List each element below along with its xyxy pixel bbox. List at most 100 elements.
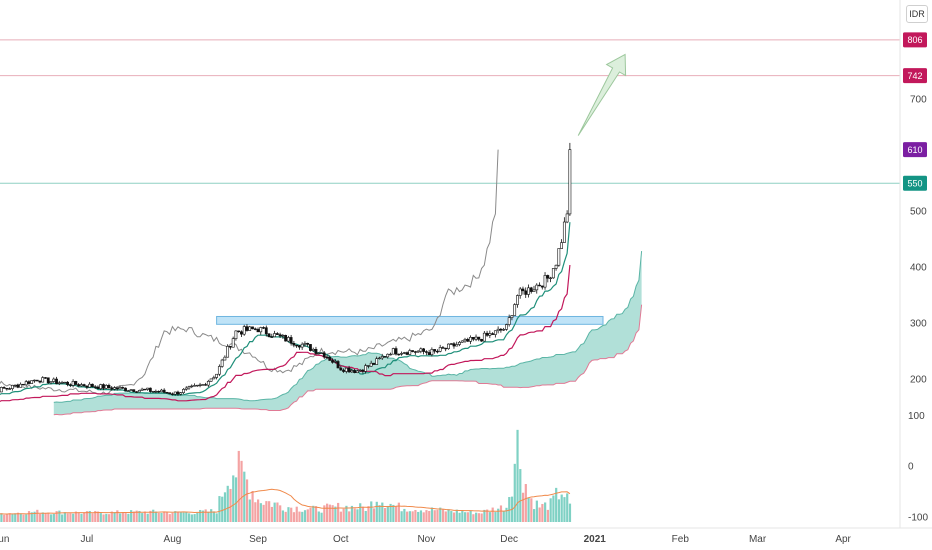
volume-bar — [22, 514, 25, 522]
volume-bar — [411, 511, 414, 522]
candle-body — [364, 365, 368, 372]
candle-body — [336, 361, 340, 369]
candle-body — [469, 337, 472, 342]
volume-bar — [248, 499, 251, 522]
volume-bar — [138, 510, 141, 522]
candle-body — [452, 343, 456, 347]
volume-bar — [568, 503, 572, 522]
candle-body — [55, 378, 58, 384]
candle-body — [516, 295, 519, 305]
candle-body — [358, 369, 362, 372]
candle-body — [253, 328, 257, 330]
volume-bar — [348, 511, 351, 522]
candle-body — [79, 384, 83, 387]
candle-body — [30, 380, 34, 384]
volume-bar — [276, 502, 279, 522]
candle-body — [49, 381, 53, 384]
volume-bar — [519, 469, 522, 522]
volume-bar — [535, 500, 538, 522]
volume-bar — [157, 512, 160, 522]
volume-bar — [196, 512, 199, 522]
candle-body — [124, 387, 127, 392]
candle-body — [44, 377, 47, 379]
volume-bar — [499, 505, 503, 522]
volume-bar — [364, 510, 367, 522]
volume-bar — [552, 495, 555, 522]
volume-bar — [171, 512, 174, 522]
candle-body — [173, 391, 177, 395]
candle-body — [422, 348, 426, 352]
volume-bar — [110, 511, 113, 522]
candle-body — [82, 384, 86, 387]
volume-bar — [273, 502, 276, 522]
candle-body — [502, 329, 506, 331]
candle-body — [143, 388, 147, 391]
candle-body — [342, 369, 345, 372]
candle-body — [201, 384, 205, 386]
candle-body — [306, 342, 310, 345]
candle-body — [245, 326, 249, 331]
candle-body — [568, 149, 572, 215]
volume-bar — [461, 511, 464, 522]
candle-body — [137, 390, 141, 393]
candle-body — [300, 343, 304, 348]
candle-body — [333, 361, 337, 363]
currency-label[interactable]: IDR — [906, 5, 928, 23]
candle-body — [107, 385, 111, 389]
candle-body — [344, 367, 348, 372]
volume-bar — [91, 513, 94, 522]
volume-bar — [168, 514, 171, 522]
candle-body — [231, 338, 235, 348]
volume-bar — [257, 499, 260, 522]
candle-body — [331, 360, 334, 363]
volume-bar — [527, 497, 530, 522]
candle-body — [176, 391, 180, 395]
price-axis: 200 300 400 500 700 — [910, 95, 927, 386]
candle-body — [389, 353, 392, 356]
volume-bar — [494, 512, 497, 522]
volume-bar — [334, 506, 337, 522]
price-badge — [903, 32, 927, 48]
volume-bar — [375, 501, 378, 522]
target-arrow-shape — [577, 53, 627, 136]
candle-body — [135, 391, 138, 393]
candle-body — [386, 353, 390, 358]
candle-body — [353, 370, 357, 373]
candle-body — [126, 390, 130, 392]
candle-body — [309, 344, 312, 351]
volume-bar — [417, 511, 420, 522]
candle-body — [187, 386, 191, 389]
candle-body — [551, 268, 555, 279]
candle-body — [66, 381, 69, 385]
candle-body — [151, 390, 155, 393]
volume-bar — [88, 510, 91, 522]
volume-axis: -100 0 100 — [908, 411, 928, 524]
volume-bar — [163, 511, 166, 522]
volume-bar — [450, 511, 453, 522]
volume-bar — [486, 509, 489, 522]
candle-body — [71, 381, 75, 386]
volume-bar — [107, 514, 111, 522]
candle-body — [408, 350, 412, 355]
candles — [0, 142, 572, 396]
candle-body — [24, 381, 28, 386]
volume-bar — [135, 510, 138, 522]
candle-body — [529, 287, 533, 292]
candle-body — [273, 333, 276, 338]
candle-body — [372, 362, 376, 365]
candle-body — [402, 352, 406, 354]
candle-body — [565, 213, 569, 223]
volume-bar — [433, 510, 436, 522]
candle-body — [350, 370, 354, 373]
time-tick-label: Mar — [749, 534, 767, 545]
candle-body — [383, 356, 387, 358]
candle-body — [538, 284, 541, 287]
candle-body — [35, 379, 39, 382]
volume-bar — [204, 509, 207, 522]
candle-body — [433, 349, 437, 352]
target-arrow — [577, 53, 627, 136]
volume-bar — [141, 513, 144, 522]
volume-bar — [33, 511, 36, 522]
volume-bar — [303, 510, 307, 522]
